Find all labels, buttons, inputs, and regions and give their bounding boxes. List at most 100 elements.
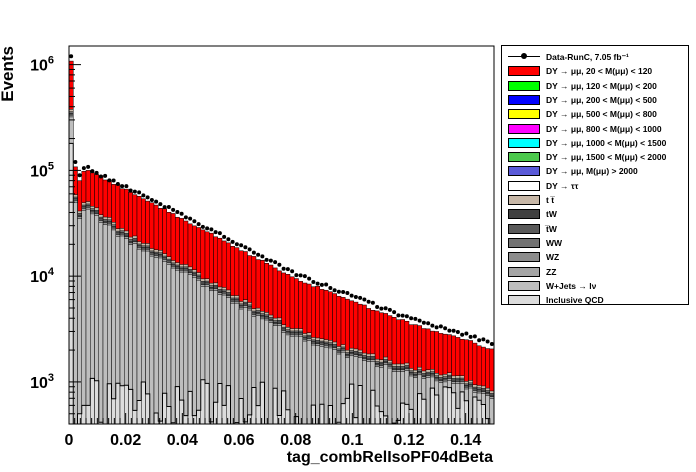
data-point-29 xyxy=(192,219,197,224)
bar-6-26 xyxy=(179,399,184,425)
bar-5-58 xyxy=(315,345,320,425)
bar-6-64 xyxy=(340,403,346,425)
data-point-64 xyxy=(341,289,346,294)
data-point-26 xyxy=(179,211,184,216)
data-point-35 xyxy=(217,231,222,236)
data-point-28 xyxy=(188,216,193,221)
x-axis-ticks: 0 0.02 0.04 0.06 0.08 0.1 0.12 0.14 xyxy=(65,413,495,449)
bar-5-47 xyxy=(268,322,274,425)
data-point-34 xyxy=(213,230,218,235)
data-point-88 xyxy=(443,326,448,331)
data-point-9 xyxy=(107,178,112,183)
legend-swatch xyxy=(508,295,540,306)
legend-entry: t t̅ xyxy=(508,193,554,207)
legend-label: DY → μμ, M(μμ) > 2000 xyxy=(546,166,638,177)
legend-label: DY → μμ, 500 < M(μμ) < 800 xyxy=(546,109,657,120)
data-point-95 xyxy=(472,334,477,339)
legend-entry: DY → μμ, 120 < M(μμ) < 200 xyxy=(508,79,657,93)
bar-6-20 xyxy=(153,412,159,425)
data-point-22 xyxy=(162,205,167,210)
data-point-52 xyxy=(290,269,295,274)
bar-5-75 xyxy=(387,367,393,425)
bar-5-27 xyxy=(183,271,189,425)
bar-6-25 xyxy=(175,386,180,425)
bar-6-28 xyxy=(187,391,193,425)
legend-swatch xyxy=(508,94,540,105)
data-point-82 xyxy=(417,318,422,323)
legend-label: Data-RunC, 7.05 fb⁻¹ xyxy=(546,51,629,62)
qcd-outline xyxy=(68,142,494,425)
data-point-72 xyxy=(375,304,380,309)
data-point-78 xyxy=(400,313,405,318)
x-tick-label: 0.02 xyxy=(110,432,141,449)
legend-label: DY → μμ, 1500 < M(μμ) < 2000 xyxy=(546,152,667,163)
data-point-36 xyxy=(222,234,227,239)
legend-swatch xyxy=(508,137,540,148)
legend-entry: DY → μμ, 800 < M(μμ) < 1000 xyxy=(508,122,662,136)
bar-6-31 xyxy=(200,379,206,425)
plot-frame xyxy=(68,45,495,425)
bar-5-20 xyxy=(153,257,159,425)
legend-entry: WW xyxy=(508,236,562,250)
data-point-19 xyxy=(149,198,154,203)
data-point-12 xyxy=(120,184,125,189)
data-point-2 xyxy=(77,173,82,178)
bar-6-65 xyxy=(345,398,350,425)
data-point-56 xyxy=(307,276,312,281)
bar-6-27 xyxy=(183,415,189,425)
bar-6-92 xyxy=(459,391,465,425)
data-point-43 xyxy=(251,250,256,255)
data-point-11 xyxy=(115,181,120,186)
data-point-10 xyxy=(111,178,116,183)
bar-6-90 xyxy=(451,392,456,425)
legend-entry: ZZ xyxy=(508,265,556,279)
data-point-18 xyxy=(145,195,150,200)
data-point-24 xyxy=(171,207,176,212)
legend-label: WZ xyxy=(546,252,560,263)
bar-5-36 xyxy=(221,294,227,425)
bar-5-81 xyxy=(413,377,418,425)
data-point-49 xyxy=(277,262,282,267)
bar-5-3 xyxy=(81,209,87,425)
bar-5-10 xyxy=(111,229,116,425)
x-tick-label: 0.12 xyxy=(393,432,424,449)
bar-5-77 xyxy=(396,371,401,425)
data-point-61 xyxy=(328,286,333,291)
data-point-33 xyxy=(209,227,214,232)
legend-label: t t̅ xyxy=(546,195,555,205)
bar-6-42 xyxy=(247,414,252,425)
data-point-40 xyxy=(239,243,244,248)
bar-6-40 xyxy=(238,398,244,425)
legend-entry: DY → μμ, 1000 < M(μμ) < 1500 xyxy=(508,136,666,150)
data-point-75 xyxy=(387,307,392,312)
data-point-27 xyxy=(183,215,188,220)
bar-6-88 xyxy=(442,386,448,425)
bar-6-74 xyxy=(383,415,388,425)
bar-6-71 xyxy=(370,390,376,425)
data-point-85 xyxy=(430,323,435,328)
bar-6-14 xyxy=(128,389,133,425)
bar-5-38 xyxy=(230,302,235,425)
bar-6-32 xyxy=(204,383,210,425)
data-point-20 xyxy=(154,199,159,204)
y-tick-label: 106 xyxy=(30,55,54,75)
bar-6-48 xyxy=(272,387,278,425)
data-point-67 xyxy=(353,295,358,300)
x-tick-label: 0.1 xyxy=(341,432,363,449)
legend-label: tW xyxy=(546,209,557,220)
legend-entry: t̅W xyxy=(508,222,557,236)
data-point-63 xyxy=(336,289,341,294)
data-point-62 xyxy=(332,288,337,293)
data-point-76 xyxy=(392,310,397,315)
legend-swatch xyxy=(508,166,540,177)
bar-6-77 xyxy=(396,420,401,425)
legend-swatch xyxy=(508,280,540,291)
data-point-70 xyxy=(366,299,371,304)
bar-5-16 xyxy=(136,248,142,425)
bar-6-9 xyxy=(107,383,112,425)
legend-entry: DY → μμ, 500 < M(μμ) < 800 xyxy=(508,107,657,121)
bar-5-84 xyxy=(425,377,431,425)
bar-6-78 xyxy=(400,402,405,425)
data-point-0 xyxy=(69,54,74,59)
